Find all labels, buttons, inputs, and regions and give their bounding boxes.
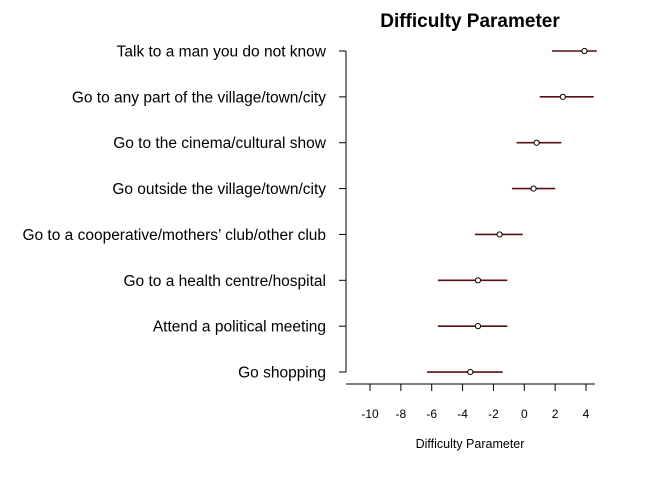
category-label: Go to a health centre/hospital <box>124 273 327 290</box>
estimate-point <box>530 185 537 192</box>
estimate-point <box>581 47 588 55</box>
estimate-point <box>474 323 482 330</box>
category-label: Go shopping <box>238 365 326 382</box>
category-label: Go to the cinema/cultural show <box>113 135 327 152</box>
estimate-point <box>474 277 482 284</box>
chart-title: Difficulty Parameter <box>380 11 560 32</box>
x-axis-title: Difficulty Parameter <box>416 437 525 451</box>
x-axis: -10 -8 -6 -4 -2 0 2 4 <box>346 383 595 421</box>
estimate-point <box>496 231 503 238</box>
x-tick-label: -8 <box>396 407 407 421</box>
x-tick-label: 2 <box>552 407 559 421</box>
category-label: Go to a cooperative/mothers’ club/other … <box>22 227 326 244</box>
category-label: Go to any part of the village/town/city <box>72 89 326 106</box>
estimate-point <box>559 93 566 100</box>
x-tick-label: 4 <box>583 407 590 421</box>
x-tick-label: -10 <box>361 407 379 421</box>
x-tick-label: -4 <box>457 407 468 421</box>
category-label: Attend a political meeting <box>153 319 326 336</box>
x-tick-label: -2 <box>488 407 499 421</box>
category-label: Talk to a man you do not know <box>117 44 327 61</box>
estimate-point <box>467 368 474 376</box>
category-label: Go outside the village/town/city <box>112 181 326 198</box>
y-axis: Talk to a man you do not know Go to any p… <box>22 44 347 382</box>
x-tick-label: 0 <box>521 407 528 421</box>
estimate-point <box>533 139 540 146</box>
x-tick-label: -6 <box>426 407 437 421</box>
plot-marks <box>427 47 597 376</box>
